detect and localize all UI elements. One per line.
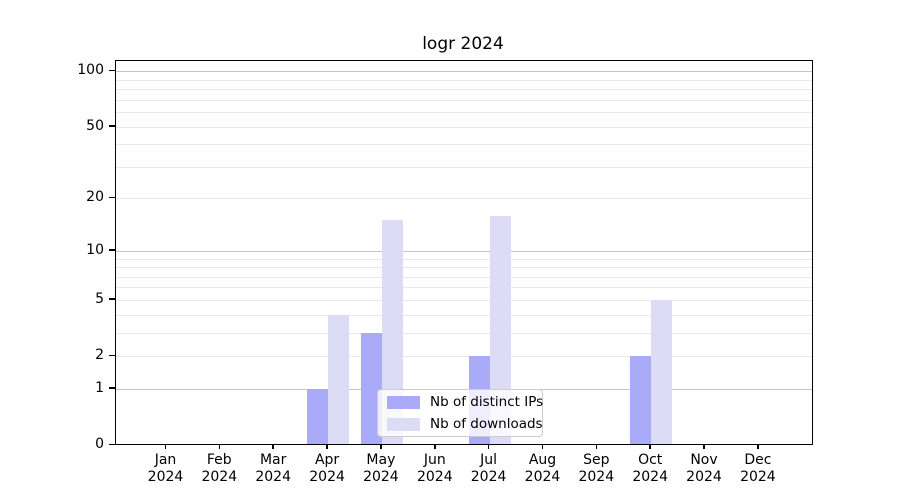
gridline-y-40 bbox=[116, 144, 812, 146]
x-tick-label-sep: Sep 2024 bbox=[578, 452, 615, 485]
x-tick-mark-jun bbox=[434, 444, 436, 449]
x-tick-mark-mar bbox=[272, 444, 274, 449]
y-tick-label-5: 5 bbox=[95, 290, 104, 307]
gridline-y-7 bbox=[116, 276, 812, 278]
gridline-y-70 bbox=[116, 99, 812, 101]
y-tick-mark-1 bbox=[109, 387, 115, 389]
y-tick-label-1: 1 bbox=[95, 379, 104, 396]
y-tick-mark-2 bbox=[109, 354, 115, 356]
gridline-y-80 bbox=[116, 89, 812, 91]
plot-area bbox=[115, 60, 813, 445]
gridline-y-5 bbox=[116, 299, 812, 301]
gridline-y-10 bbox=[116, 250, 812, 252]
x-tick-mark-sep bbox=[595, 444, 597, 449]
x-tick-label-may: May 2024 bbox=[363, 452, 399, 485]
gridline-y-4 bbox=[116, 314, 812, 316]
y-tick-label-10: 10 bbox=[86, 241, 104, 258]
x-tick-label-oct: Oct 2024 bbox=[632, 452, 668, 485]
x-tick-label-jun: Jun 2024 bbox=[416, 452, 453, 485]
gridline-y-60 bbox=[116, 112, 812, 113]
y-tick-mark-10 bbox=[109, 249, 115, 251]
x-tick-label-feb: Feb 2024 bbox=[201, 452, 238, 485]
y-tick-label-20: 20 bbox=[86, 189, 104, 206]
gridline-y-100 bbox=[116, 71, 812, 73]
legend-swatch-distinct-ips bbox=[387, 395, 420, 409]
y-tick-mark-5 bbox=[109, 298, 115, 300]
x-tick-label-dec: Dec 2024 bbox=[740, 452, 776, 485]
x-tick-mark-dec bbox=[757, 444, 759, 449]
bar-apr-distinct-ips bbox=[307, 388, 329, 444]
y-tick-mark-0 bbox=[109, 443, 115, 445]
bar-apr-downloads bbox=[328, 314, 350, 444]
gridline-y-90 bbox=[116, 79, 812, 81]
bar-may-distinct-ips bbox=[360, 332, 382, 444]
legend-swatch-downloads bbox=[387, 417, 420, 431]
legend-label-downloads: Nb of downloads bbox=[430, 416, 543, 432]
gridline-y-20 bbox=[116, 198, 812, 200]
x-tick-mark-jul bbox=[487, 444, 490, 449]
x-tick-mark-may bbox=[380, 444, 382, 449]
x-tick-mark-feb bbox=[218, 444, 221, 449]
x-tick-mark-nov bbox=[703, 444, 705, 449]
gridline-y-30 bbox=[116, 166, 812, 168]
bar-oct-downloads bbox=[651, 299, 673, 444]
gridline-y-6 bbox=[116, 287, 812, 289]
gridline-y-2 bbox=[116, 356, 812, 357]
x-tick-mark-jan bbox=[164, 444, 167, 449]
legend-item-downloads: Nb of downloads bbox=[378, 415, 543, 433]
x-tick-label-nov: Nov 2024 bbox=[686, 452, 722, 485]
x-tick-mark-oct bbox=[649, 444, 651, 449]
y-tick-mark-50 bbox=[109, 125, 115, 127]
legend-label-distinct-ips: Nb of distinct IPs bbox=[430, 394, 544, 410]
bar-oct-distinct-ips bbox=[630, 356, 652, 444]
legend: Nb of distinct IPs Nb of downloads bbox=[377, 389, 543, 437]
y-tick-mark-20 bbox=[109, 196, 115, 199]
gridline-y-50 bbox=[116, 126, 812, 128]
x-tick-label-jan: Jan 2024 bbox=[147, 452, 184, 485]
y-tick-label-50: 50 bbox=[86, 117, 104, 134]
y-tick-label-100: 100 bbox=[77, 62, 104, 79]
gridline-y-3 bbox=[116, 332, 812, 334]
x-tick-mark-apr bbox=[326, 444, 328, 449]
gridline-y-9 bbox=[116, 258, 812, 260]
legend-item-distinct-ips: Nb of distinct IPs bbox=[378, 393, 544, 411]
x-tick-label-aug: Aug 2024 bbox=[524, 452, 561, 485]
y-tick-label-0: 0 bbox=[95, 436, 104, 452]
gridline-y-8 bbox=[116, 267, 812, 268]
y-tick-label-2: 2 bbox=[95, 347, 104, 363]
y-tick-mark-100 bbox=[109, 69, 115, 72]
bar-may-downloads bbox=[381, 220, 403, 444]
bar-jul-downloads bbox=[489, 215, 511, 444]
x-tick-label-jul: Jul 2024 bbox=[470, 452, 507, 485]
chart-title: logr 2024 bbox=[422, 34, 504, 54]
x-tick-label-mar: Mar 2024 bbox=[255, 452, 291, 485]
x-tick-mark-aug bbox=[541, 444, 544, 449]
x-tick-label-apr: Apr 2024 bbox=[309, 452, 345, 485]
